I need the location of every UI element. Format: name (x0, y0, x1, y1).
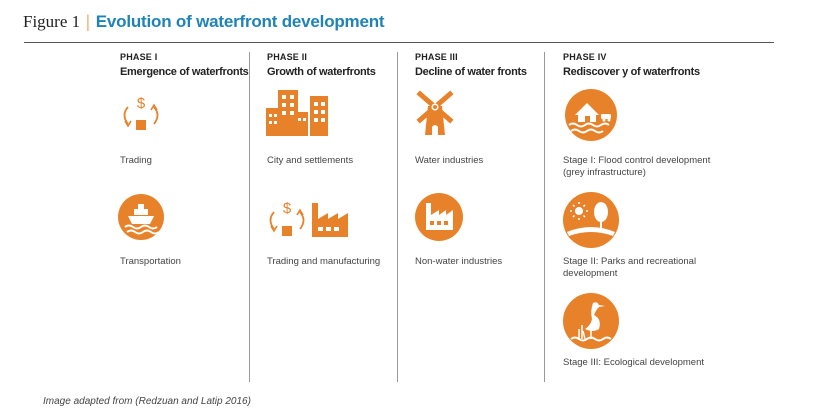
item-caption: City and settlements (267, 155, 354, 166)
trade-factory-icon: $ (266, 197, 356, 248)
heron-icon (563, 293, 619, 354)
caption-line: Stage II: Parks and recreational (563, 256, 697, 267)
figure-title: Figure 1 | Evolution of waterfront devel… (23, 11, 385, 35)
svg-text:$: $ (137, 95, 146, 112)
phase-column-4: PHASE IV Rediscover y of waterfronts (563, 52, 700, 78)
title-rule (24, 42, 774, 43)
phase-label: PHASE II (267, 52, 308, 62)
item-caption: Trading (120, 155, 152, 166)
item-caption: Stage II: Parks and recreational develop… (563, 256, 696, 280)
park-icon (563, 192, 619, 253)
caption-line: development (563, 268, 618, 279)
item-caption: Water industries (415, 155, 484, 166)
phase-label: PHASE III (415, 52, 458, 62)
item-caption: Trading and manufacturing (267, 256, 381, 267)
caption-line: Stage I: Flood control development (563, 155, 711, 166)
phase-label: PHASE I (120, 52, 158, 62)
column-divider (397, 52, 398, 382)
item-caption: Transportation (120, 256, 181, 267)
phase-column-1: PHASE I Emergence of waterfronts (120, 52, 249, 78)
item-caption: Stage I: Flood control development (grey… (563, 155, 710, 179)
phase-title: Growth of waterfronts (267, 66, 376, 78)
figure-separator: | (86, 11, 90, 31)
item-caption: Stage III: Ecological development (563, 357, 705, 368)
windmill-icon (413, 89, 457, 140)
phase-title: Decline of water fronts (415, 66, 527, 78)
figure-label: Figure 1 (23, 12, 81, 31)
column-divider (544, 52, 545, 382)
phase-column-2: PHASE II Growth of waterfronts (267, 52, 376, 78)
phase-label: PHASE IV (563, 52, 607, 62)
trade-cycle-icon: $ (118, 93, 164, 142)
column-divider (249, 52, 250, 382)
phase-title: Emergence of waterfronts (120, 66, 249, 78)
phase-column-3: PHASE III Decline of water fronts (415, 52, 527, 78)
caption-line: (grey infrastructure) (563, 167, 646, 178)
phase-title: Rediscover y of waterfronts (563, 66, 700, 78)
svg-text:$: $ (283, 200, 292, 217)
image-source-footnote: Image adapted from (Redzuan and Latip 20… (43, 396, 251, 407)
item-caption: Non-water industries (415, 256, 503, 267)
figure-heading: Evolution of waterfront development (95, 12, 385, 31)
flood-house-icon (563, 89, 619, 146)
city-buildings-icon (266, 90, 330, 141)
factory-icon (415, 193, 463, 246)
ship-icon (118, 194, 164, 245)
